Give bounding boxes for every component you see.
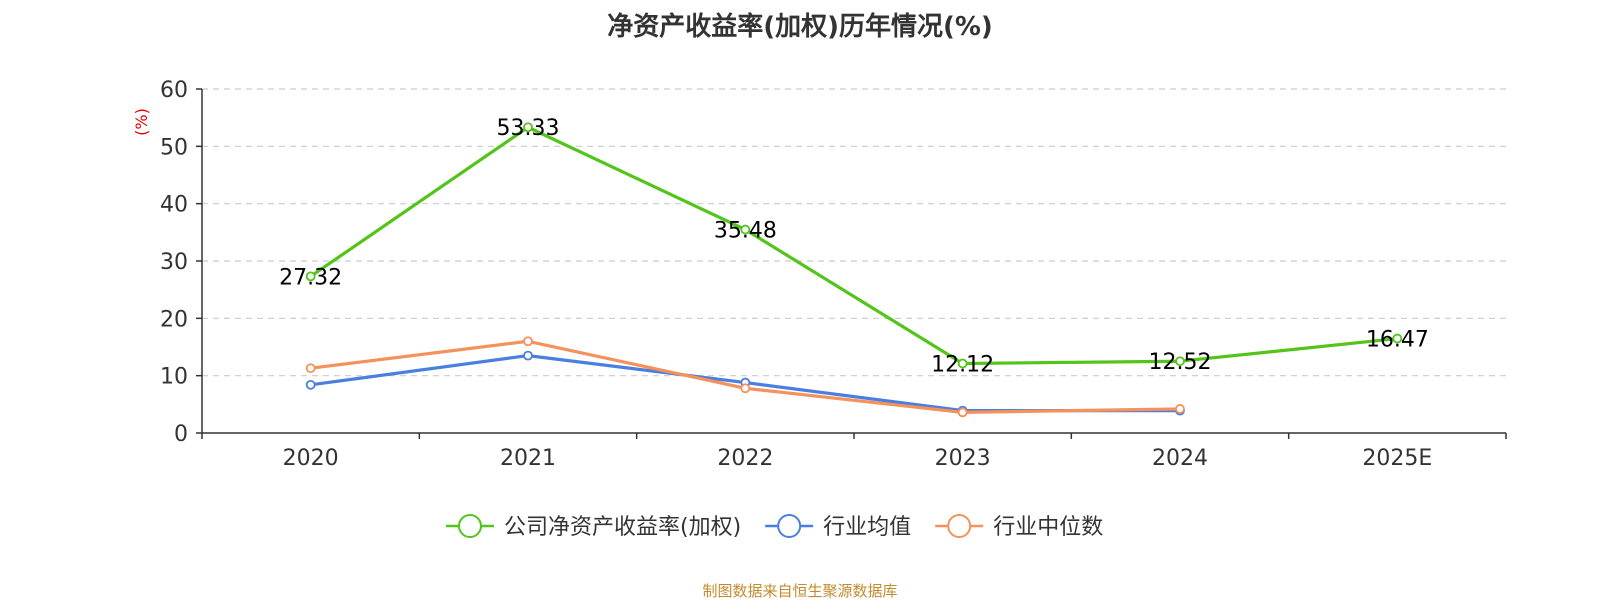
data-labels: 27.32 53.33 35.48 12.12 12.52 16.47 [279, 116, 1429, 377]
data-point [740, 224, 751, 235]
footer-source: 制图数据来自恒生聚源数据库 [702, 582, 898, 600]
legend-circle-icon [777, 514, 802, 538]
data-point [305, 363, 316, 374]
legend-item: 行业均值 [765, 514, 911, 540]
y-tick-label: 20 [160, 307, 188, 332]
series-line [310, 339, 1181, 414]
data-label: 16.47 [1366, 328, 1429, 353]
data-point [523, 122, 533, 133]
x-tick-label: 2025E [1362, 446, 1432, 471]
data-point [1175, 356, 1185, 367]
legend-label: 行业均值 [823, 515, 911, 540]
legend-item: 行业中位数 [935, 514, 1103, 540]
data-label: 12.12 [931, 353, 994, 378]
legend-label: 公司净资产收益率(加权) [504, 515, 741, 540]
series-line [309, 125, 1398, 366]
data-point [1392, 333, 1403, 344]
x-tick-label: 2024 [1152, 446, 1208, 471]
data-point [523, 350, 533, 361]
data-point [957, 407, 968, 418]
data-point [740, 383, 751, 394]
y-tick-label: 40 [160, 193, 188, 218]
legend-circle-icon [947, 514, 972, 538]
data-label: 12.52 [1149, 350, 1212, 375]
legend-label: 行业中位数 [993, 515, 1103, 540]
legend-circle-icon [458, 514, 482, 538]
gridlines [202, 88, 1506, 377]
y-tick-label: 0 [174, 422, 188, 447]
legend-item: 公司净资产收益率(加权) [446, 514, 741, 540]
y-tick-label: 60 [160, 78, 188, 103]
data-point [523, 336, 533, 347]
legend: 公司净资产收益率(加权) 行业均值 行业中位数 [446, 514, 1103, 540]
x-tick-label: 2022 [717, 446, 773, 471]
x-tick-label: 2020 [283, 446, 339, 471]
x-tick-label: 2023 [935, 446, 991, 471]
x-tick-label: 2021 [500, 446, 556, 471]
data-point [305, 379, 316, 390]
data-label: 35.48 [714, 219, 777, 244]
y-axis-label: (%) [132, 108, 151, 136]
chart-title: 净资产收益率(加权)历年情况(%) [607, 12, 993, 42]
y-tick-label: 30 [160, 250, 188, 275]
y-tick-label: 10 [160, 365, 188, 390]
data-point [1175, 404, 1185, 414]
data-label: 27.32 [279, 265, 342, 290]
data-point [305, 271, 316, 282]
y-tick-label: 50 [160, 135, 188, 160]
axes: 0 10 20 30 40 50 60 2020 2021 2022 2023 2024 2025E (%… [132, 78, 1507, 471]
data-label: 53.33 [497, 116, 560, 141]
series-group [305, 122, 1403, 418]
data-point [957, 358, 968, 369]
